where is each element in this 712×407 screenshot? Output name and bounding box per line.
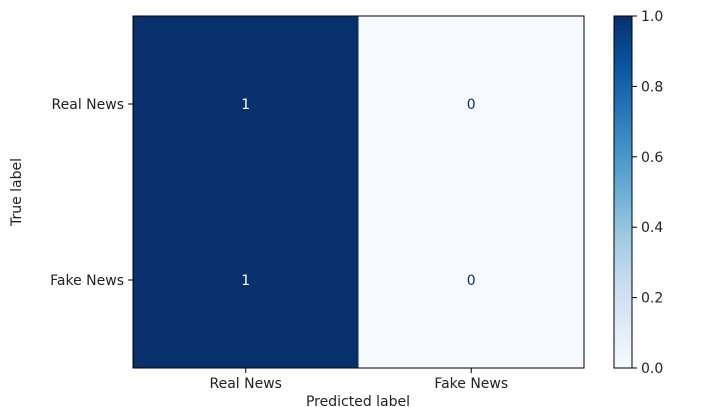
heatmap-cell-r0-c1 — [358, 16, 584, 192]
heatmap-cell-r1-c1 — [358, 192, 584, 368]
y-tick-label: Fake News — [50, 273, 124, 289]
colorbar — [613, 15, 633, 369]
plot-frame — [132, 15, 585, 369]
colorbar-ticks: 0.0 0.2 0.4 0.6 0.8 1.0 — [632, 9, 663, 377]
heatmap-cell-labels: 1 0 1 0 — [241, 97, 475, 289]
x-axis-label: Predicted label — [306, 394, 410, 407]
cell-label-r1-c0: 1 — [241, 273, 250, 289]
x-tick-label: Real News — [210, 376, 282, 392]
x-axis-ticks: Real News Fake News — [210, 368, 508, 392]
heatmap-cells — [133, 16, 584, 368]
cell-label-r1-c1: 0 — [467, 273, 476, 289]
heatmap-cell-r1-c0 — [133, 192, 359, 368]
heatmap-cell-r0-c0 — [133, 16, 359, 192]
colorbar-tick-label: 0.4 — [641, 220, 663, 236]
y-axis-label: True label — [9, 158, 25, 227]
y-axis-ticks: Real News Fake News — [50, 97, 133, 289]
x-tick-label: Fake News — [434, 376, 508, 392]
colorbar-tick-label: 1.0 — [641, 9, 663, 25]
colorbar-tick-label: 0.0 — [641, 361, 663, 377]
cell-label-r0-c1: 0 — [467, 97, 476, 113]
colorbar-tick-label: 0.2 — [641, 291, 663, 307]
y-tick-label: Real News — [52, 97, 124, 113]
cell-label-r0-c0: 1 — [241, 97, 250, 113]
colorbar-tick-label: 0.6 — [641, 150, 663, 166]
colorbar-tick-label: 0.8 — [641, 79, 663, 95]
